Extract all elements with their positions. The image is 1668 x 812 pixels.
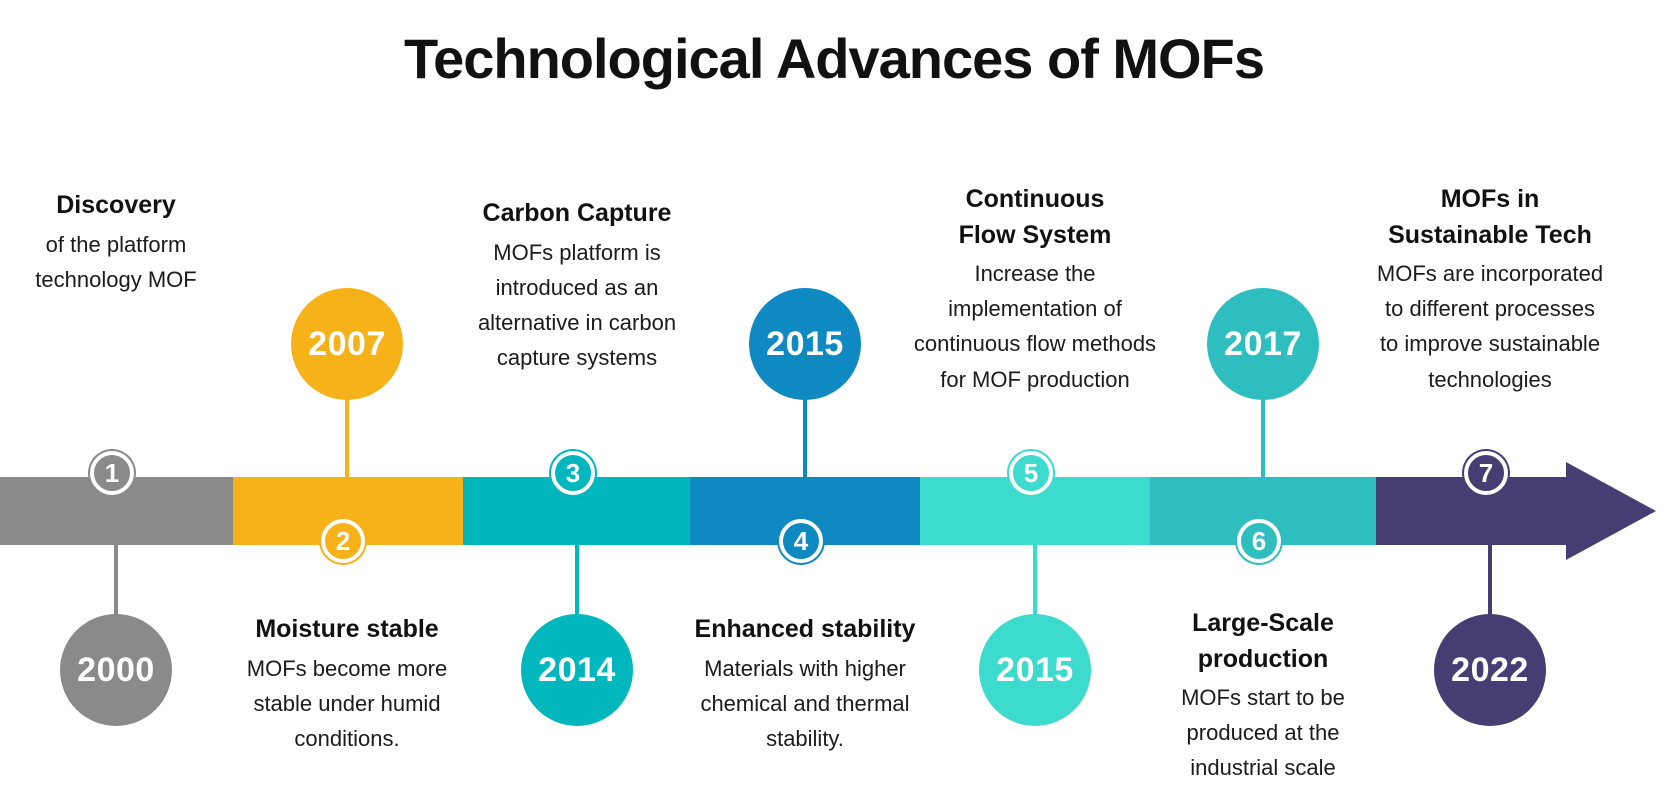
connector-line-7 xyxy=(1488,545,1492,615)
milestone-heading-2: Moisture stable xyxy=(255,615,439,643)
step-badge-7: 7 xyxy=(1464,451,1508,495)
milestone-description-2: MOFs become more stable under humid cond… xyxy=(246,655,448,751)
milestone-heading-1: Discovery xyxy=(56,191,176,219)
milestone-heading-6: Large-Scale production xyxy=(1192,609,1334,673)
milestone-text-1: Discovery of the platform technology MOF xyxy=(0,188,286,297)
step-badge-5: 5 xyxy=(1009,451,1053,495)
milestone-heading-5: Continuous Flow System xyxy=(958,185,1112,249)
year-circle-2014: 2014 xyxy=(521,614,633,726)
connector-line-1 xyxy=(114,545,118,615)
connector-line-3 xyxy=(575,545,579,615)
step-badge-1: 1 xyxy=(90,451,134,495)
step-badge-4: 4 xyxy=(779,519,823,563)
year-circle-2000: 2000 xyxy=(60,614,172,726)
milestone-heading-4: Enhanced stability xyxy=(694,615,916,643)
year-circle-2022: 2022 xyxy=(1434,614,1546,726)
page-title: Technological Advances of MOFs xyxy=(404,27,1265,90)
milestone-text-4: Enhanced stability Materials with higher… xyxy=(635,612,975,756)
year-circle-2015-a: 2015 xyxy=(749,288,861,400)
connector-line-2 xyxy=(345,398,349,478)
milestone-text-5: Continuous Flow System Increase the impl… xyxy=(865,182,1205,397)
milestone-description-1: of the platform technology MOF xyxy=(35,231,197,292)
milestone-text-3: Carbon Capture MOFs platform is introduc… xyxy=(407,196,747,375)
milestone-description-5: Increase the implementation of continuou… xyxy=(913,261,1157,392)
year-circle-2015-b: 2015 xyxy=(979,614,1091,726)
step-badge-6: 6 xyxy=(1237,519,1281,563)
step-badge-2: 2 xyxy=(321,519,365,563)
step-badge-3: 3 xyxy=(551,451,595,495)
connector-line-6 xyxy=(1261,398,1265,478)
milestone-heading-3: Carbon Capture xyxy=(482,199,672,227)
connector-line-5 xyxy=(1033,545,1037,615)
milestone-description-3: MOFs platform is introduced as an altern… xyxy=(477,239,677,371)
milestone-description-6: MOFs start to be produced at the industr… xyxy=(1181,685,1345,781)
milestone-description-4: Materials with higher chemical and therm… xyxy=(700,655,910,751)
milestone-description-7: MOFs are incorporated to different proce… xyxy=(1376,261,1604,392)
milestone-text-2: Moisture stable MOFs become more stable … xyxy=(177,612,517,756)
milestone-text-7: MOFs in Sustainable Tech MOFs are incorp… xyxy=(1320,182,1660,397)
timeline-arrowhead-icon xyxy=(1566,462,1656,560)
year-circle-2007: 2007 xyxy=(291,288,403,400)
year-circle-2017: 2017 xyxy=(1207,288,1319,400)
milestone-text-6: Large-Scale production MOFs start to be … xyxy=(1093,606,1433,786)
connector-line-4 xyxy=(803,398,807,478)
milestone-heading-7: MOFs in Sustainable Tech xyxy=(1388,185,1592,249)
